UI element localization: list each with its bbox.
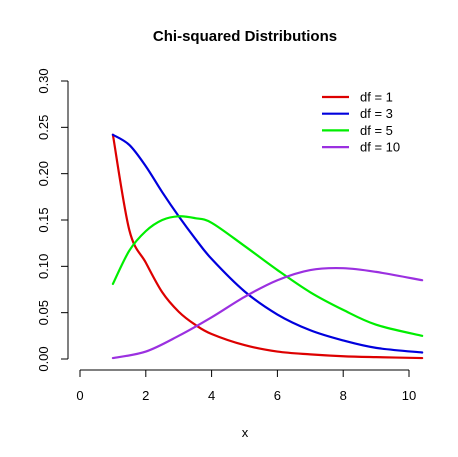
y-tick-label: 0.20 (36, 161, 51, 186)
legend-label-2: df = 3 (360, 106, 393, 121)
series-line-3 (111, 215, 424, 337)
plot-area (111, 133, 424, 360)
x-axis: 0 2 4 6 8 10 (76, 369, 416, 403)
legend-label-3: df = 5 (360, 123, 393, 138)
y-axis: 0.00 0.05 0.10 0.15 0.20 0.25 0.30 (36, 68, 69, 372)
x-tick-label: 2 (142, 388, 149, 403)
y-tick-label: 0.10 (36, 254, 51, 279)
x-tick-label: 4 (208, 388, 215, 403)
legend-label-1: df = 1 (360, 90, 393, 105)
y-tick-label: 0.05 (36, 300, 51, 325)
x-axis-label: x (242, 425, 249, 440)
x-tick-label: 10 (402, 388, 416, 403)
legend: df = 1df = 3 df = 5 df = 10 (322, 90, 400, 155)
y-tick-label: 0.00 (36, 346, 51, 371)
y-tick-label: 0.25 (36, 115, 51, 140)
legend-label-4: df = 10 (360, 140, 400, 155)
y-tick-label: 0.30 (36, 68, 51, 93)
series-line-1 (111, 133, 424, 360)
chart-title: Chi-squared Distributions (153, 28, 337, 45)
x-tick-label: 0 (76, 388, 83, 403)
series-line-4 (111, 266, 424, 360)
series-line-2 (111, 133, 424, 354)
x-tick-label: 8 (340, 388, 347, 403)
y-tick-label: 0.15 (36, 207, 51, 232)
x-tick-label: 6 (274, 388, 281, 403)
